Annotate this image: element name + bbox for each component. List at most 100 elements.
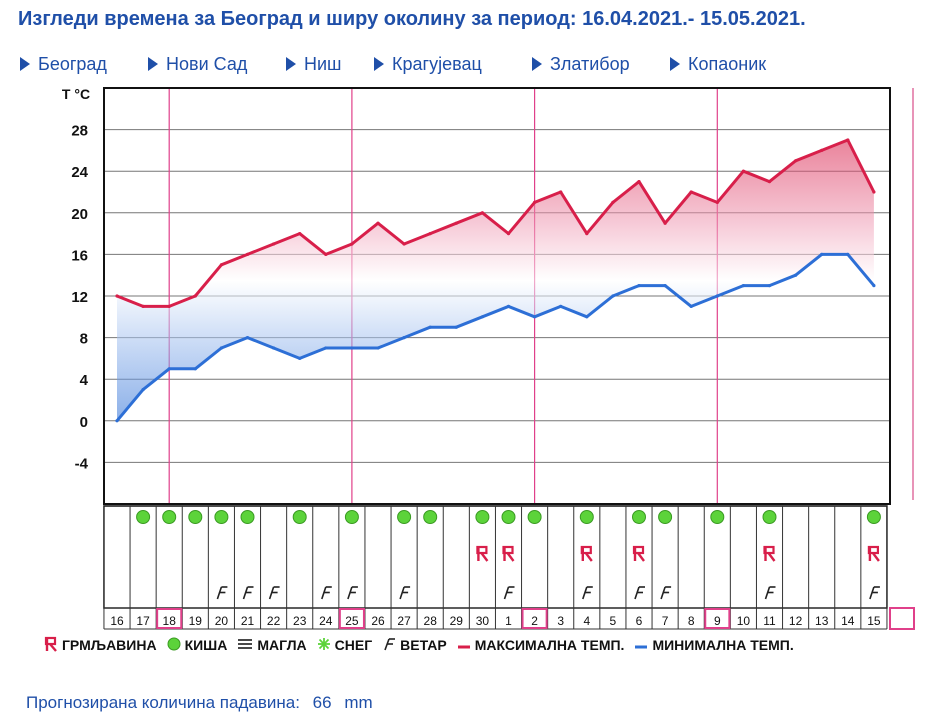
- min-temp-point: [167, 367, 171, 371]
- trailing-highlight-box: [889, 607, 915, 630]
- rain-icon: [188, 510, 203, 524]
- rain-icon: [136, 510, 151, 524]
- legend-item-thunder: ГРМЉАВИНА: [44, 636, 157, 655]
- min-temp-point: [402, 336, 406, 340]
- max-temp-point: [611, 200, 615, 204]
- x-tick-label: 19: [189, 614, 203, 628]
- min-temp-point: [219, 346, 223, 350]
- plot-border: [103, 87, 891, 505]
- min-temp-point: [298, 356, 302, 360]
- rain-icon: [527, 510, 542, 524]
- legend-item-max-temp: МАКСИМАЛНА ТЕМП.: [457, 637, 624, 653]
- x-tick-label: 9: [714, 614, 721, 628]
- arrow-right-icon: [670, 57, 680, 71]
- max-temp-point: [637, 180, 641, 184]
- rain-icon: [167, 637, 181, 654]
- min-temp-point: [637, 284, 641, 288]
- min-temp-point: [846, 252, 850, 256]
- nav-link-novi-sad[interactable]: Нови Сад: [148, 52, 247, 76]
- min-temp-point: [428, 325, 432, 329]
- x-tick-label: 18: [163, 614, 177, 628]
- legend-label: ВЕТАР: [400, 637, 447, 653]
- nav-link-label: Копаоник: [688, 53, 767, 74]
- highlight-date-box: [338, 608, 365, 629]
- y-tick-label: 12: [71, 289, 88, 306]
- min-temp-point: [715, 294, 719, 298]
- nav-link-kragujevac[interactable]: Крагујевац: [374, 52, 482, 76]
- x-tick-label: 4: [583, 614, 590, 628]
- rain-icon: [866, 510, 881, 524]
- wind-icon: [268, 586, 280, 600]
- x-tick-label: 30: [476, 614, 490, 628]
- legend-item-wind: ВЕТАР: [382, 637, 447, 654]
- min-temp-point: [245, 336, 250, 340]
- precipitation-summary: Прогнозирана количина падавина: 66 mm: [26, 693, 381, 713]
- max-temp-point: [141, 304, 145, 308]
- precipitation-value: 66: [312, 693, 332, 712]
- nav-link-nis[interactable]: Ниш: [286, 52, 342, 76]
- rain-icon: [423, 510, 438, 524]
- min-temp-point: [585, 315, 589, 319]
- x-tick-label: 21: [241, 614, 255, 628]
- rain-icon: [710, 510, 725, 524]
- max-temp-point: [402, 242, 406, 246]
- max-temp-point: [298, 232, 302, 236]
- chart-legend: ГРМЉАВИНА КИША МАГЛА СНЕГ ВЕТАР МАКСИМАЛ…: [44, 636, 804, 654]
- rain-icon: [292, 510, 307, 524]
- min-temp-point: [350, 346, 354, 350]
- x-tick-label: 17: [136, 614, 150, 628]
- max-temp-point: [872, 190, 876, 194]
- thunder-icon: [763, 545, 776, 562]
- min-temp-point: [454, 325, 458, 329]
- max-temp-point: [428, 232, 432, 236]
- nav-link-label: Београд: [38, 53, 107, 74]
- x-tick-label: 28: [424, 614, 438, 628]
- wind-icon: [347, 586, 358, 600]
- y-tick-label: 16: [71, 247, 88, 264]
- wind-icon: [660, 586, 672, 600]
- arrow-right-icon: [148, 57, 158, 71]
- min-temp-point: [689, 304, 693, 308]
- max-temp-point: [167, 304, 171, 308]
- min-temp-point: [559, 304, 563, 308]
- max-temp-point: [115, 294, 119, 298]
- thunder-icon: [476, 545, 489, 562]
- rain-icon: [214, 510, 229, 524]
- x-tick-label: 8: [688, 614, 695, 628]
- nav-link-kopaonik[interactable]: Копаоник: [670, 52, 766, 76]
- max-temp-point: [272, 242, 276, 246]
- legend-item-fog: МАГЛА: [237, 637, 307, 653]
- wind-icon: [634, 586, 645, 600]
- rain-icon: [397, 510, 412, 524]
- arrow-right-icon: [286, 57, 296, 71]
- x-tick-label: 20: [215, 614, 229, 628]
- thunder-icon: [44, 636, 58, 655]
- legend-item-rain: КИША: [167, 637, 227, 654]
- min-temp-point: [480, 315, 484, 319]
- nav-link-zlatibor[interactable]: Златибор: [532, 52, 630, 76]
- highlight-date-box: [521, 608, 548, 629]
- wind-icon: [321, 586, 332, 600]
- arrow-right-icon: [20, 57, 30, 71]
- min-temp-point: [741, 284, 746, 288]
- legend-label: МАГЛА: [257, 637, 307, 653]
- y-tick-label: 4: [80, 372, 89, 389]
- min-temp-line: [115, 252, 876, 422]
- legend-label: МИНИМАЛНА ТЕМП.: [652, 637, 794, 653]
- legend-item-snow: СНЕГ: [317, 637, 372, 654]
- nav-link-label: Нови Сад: [166, 53, 248, 74]
- x-tick-label: 26: [371, 614, 385, 628]
- max-temp-point: [245, 252, 250, 256]
- x-tick-label: 13: [815, 614, 829, 628]
- min-temp-point: [611, 294, 615, 298]
- min-temp-line-icon: [634, 637, 648, 653]
- min-temp-point: [820, 252, 824, 256]
- nav-link-beograd[interactable]: Београд: [20, 52, 107, 76]
- highlight-date-box: [156, 608, 183, 629]
- x-tick-label: 12: [789, 614, 803, 628]
- x-tick-label: 7: [662, 614, 669, 628]
- max-temp-point: [794, 159, 798, 163]
- max-temp-point: [480, 211, 484, 215]
- wind-icon: [382, 637, 396, 654]
- x-tick-label: 10: [737, 614, 751, 628]
